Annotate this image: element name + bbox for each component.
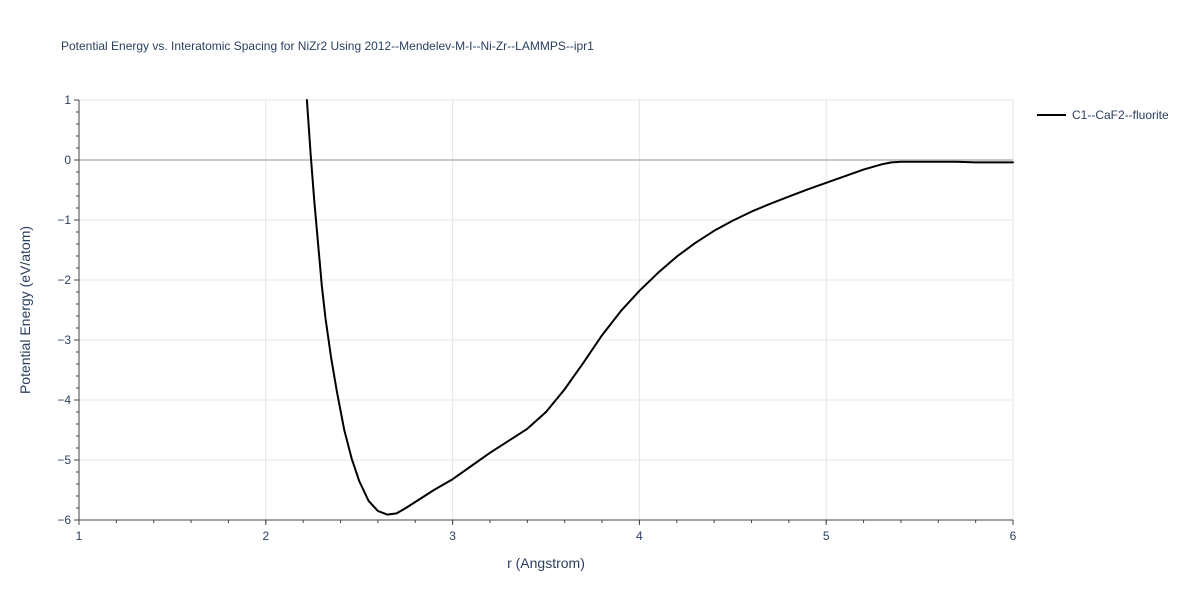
chart-title: Potential Energy vs. Interatomic Spacing… bbox=[61, 39, 594, 53]
x-tick-label: 2 bbox=[262, 529, 269, 543]
x-axis-title: r (Angstrom) bbox=[507, 555, 585, 571]
series-layer bbox=[305, 99, 1014, 516]
x-tick-label: 1 bbox=[76, 529, 83, 543]
y-axis-title: Potential Energy (eV/atom) bbox=[17, 226, 33, 394]
legend-label: C1--CaF2--fluorite bbox=[1072, 108, 1169, 122]
y-tick-label: 1 bbox=[64, 93, 71, 107]
y-tick-label: −3 bbox=[57, 333, 71, 347]
y-tick-label: −5 bbox=[57, 453, 71, 467]
y-tick-label: −6 bbox=[57, 513, 71, 527]
x-tick-label: 3 bbox=[449, 529, 456, 543]
x-tick-label: 4 bbox=[636, 529, 643, 543]
x-tick-label: 5 bbox=[823, 529, 830, 543]
x-tick-label: 6 bbox=[1010, 529, 1017, 543]
y-tick-label: −2 bbox=[57, 273, 71, 287]
y-tick-label: −1 bbox=[57, 213, 71, 227]
y-tick-label: 0 bbox=[64, 153, 71, 167]
legend[interactable]: C1--CaF2--fluorite bbox=[1037, 108, 1169, 122]
y-tick-label: −4 bbox=[57, 393, 71, 407]
axes-layer: 1 2 3 4 5 6 1 0 −1 −2 −3 −4 −5 −6 bbox=[57, 93, 1016, 543]
series-line-0[interactable] bbox=[305, 99, 1014, 516]
grid-layer bbox=[79, 99, 1014, 520]
